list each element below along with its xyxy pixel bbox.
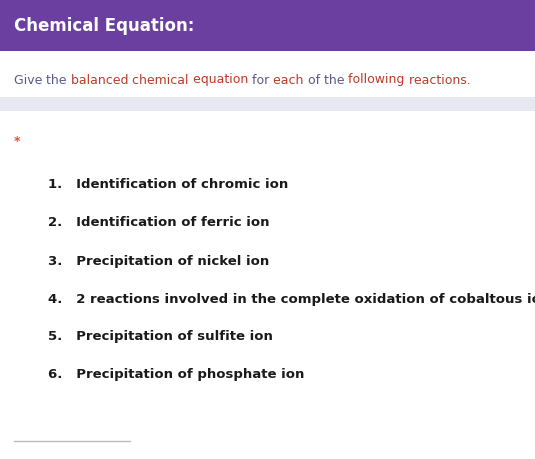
Text: for: for (252, 73, 273, 86)
Text: 2.   Identification of ferric ion: 2. Identification of ferric ion (48, 216, 270, 229)
Text: 4.   2 reactions involved in the complete oxidation of cobaltous ion: 4. 2 reactions involved in the complete … (48, 292, 535, 305)
Text: of: of (308, 73, 324, 86)
Text: balanced: balanced (71, 73, 132, 86)
Text: 3.   Precipitation of nickel ion: 3. Precipitation of nickel ion (48, 254, 269, 267)
Text: equation: equation (193, 73, 252, 86)
Text: *: * (14, 135, 20, 148)
Text: the: the (47, 73, 71, 86)
Text: Give: Give (14, 73, 47, 86)
Text: each: each (273, 73, 308, 86)
Text: chemical: chemical (132, 73, 193, 86)
Text: 1.   Identification of chromic ion: 1. Identification of chromic ion (48, 178, 288, 191)
Text: Chemical Equation:: Chemical Equation: (14, 17, 194, 35)
Bar (0, 0, 535, 52)
Text: reactions.: reactions. (409, 73, 475, 86)
Text: 5.   Precipitation of sulfite ion: 5. Precipitation of sulfite ion (48, 330, 273, 343)
Text: following: following (348, 73, 409, 86)
Text: 6.   Precipitation of phosphate ion: 6. Precipitation of phosphate ion (48, 368, 304, 381)
Text: the: the (324, 73, 348, 86)
Bar (0, 98, 535, 112)
